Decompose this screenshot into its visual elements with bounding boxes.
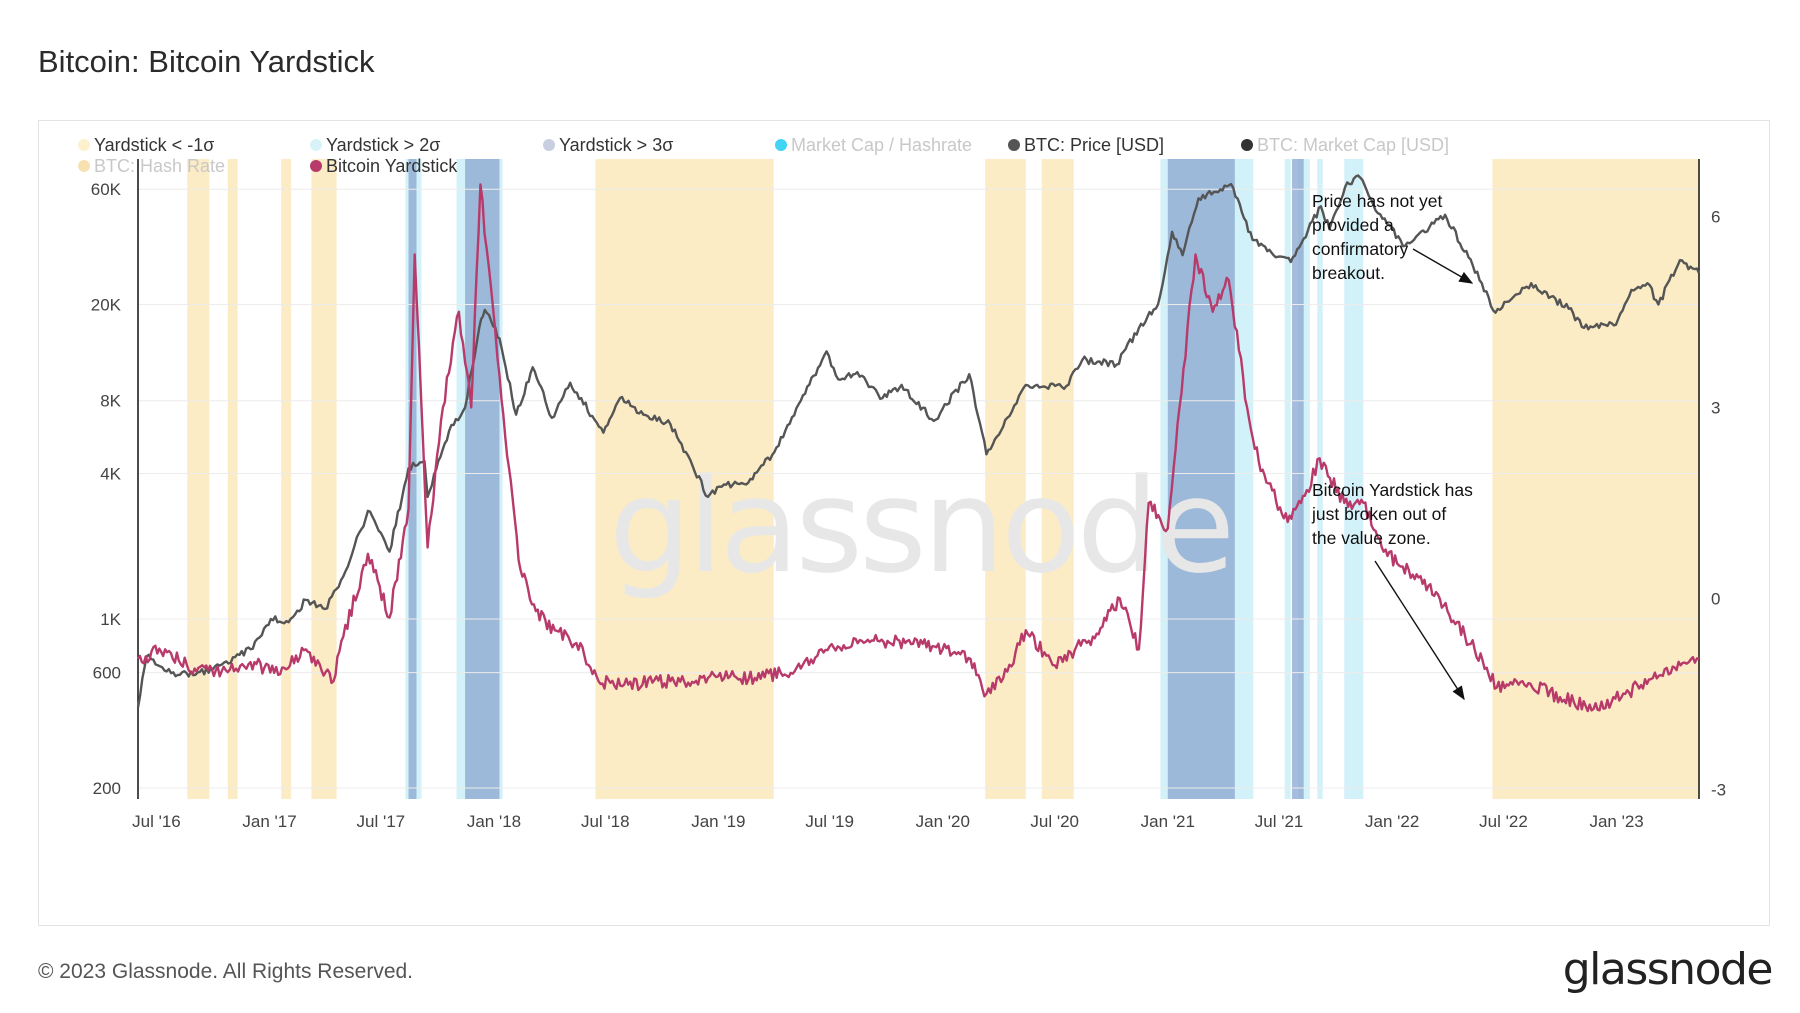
annotations: Price has not yet provided a confirmatory b… — [1311, 191, 1474, 701]
value-zones — [187, 159, 1699, 799]
x-tick-label: Jan '21 — [1141, 812, 1195, 831]
legend-item-label: Yardstick < -1σ — [94, 135, 214, 155]
page-title: Bitcoin: Bitcoin Yardstick — [38, 44, 375, 79]
watermark: glassnode — [609, 450, 1231, 602]
x-tick-label: Jul '16 — [132, 812, 181, 831]
footer-copyright: © 2023 Glassnode. All Rights Reserved. — [38, 960, 414, 983]
y-left-tick-label: 4K — [100, 464, 121, 483]
x-tick-label: Jul '21 — [1255, 812, 1304, 831]
legend-swatch — [1241, 139, 1253, 151]
legend-swatch — [775, 139, 787, 151]
footer-logo[interactable]: glassnode — [1562, 944, 1774, 995]
y-left-tick-label: 1K — [100, 610, 121, 629]
x-tick-label: Jan '19 — [691, 812, 745, 831]
series-btc-price — [136, 174, 1701, 708]
y-tick-labels: 200 600 1K 4K 8K 20K 60K -3 0 3 6 — [91, 180, 1726, 799]
x-tick-label: Jan '23 — [1589, 812, 1643, 831]
zone-low — [311, 159, 337, 799]
legend-item-label: Yardstick > 3σ — [559, 135, 673, 155]
series-bitcoin-yardstick — [136, 183, 1700, 713]
x-tick-label: Jan '20 — [916, 812, 970, 831]
annotation-text: provided a — [1312, 215, 1394, 235]
legend-swatch — [78, 139, 90, 151]
annotation-text: breakout. — [1312, 263, 1385, 283]
zone-high-3sigma — [408, 159, 417, 799]
zone-high-2sigma — [1317, 159, 1323, 799]
zone-high-2sigma — [1298, 159, 1310, 799]
zone-high-2sigma — [1344, 159, 1364, 799]
x-tick-label: Jul '22 — [1479, 812, 1528, 831]
annotation-text: just broken out of — [1311, 504, 1446, 524]
chart-svg: glassnode 200 600 1K 4K 8K 20K 60K -3 0 3 6 Jul '1… — [78, 135, 1726, 831]
axes — [137, 159, 1700, 799]
zone-low — [281, 159, 292, 799]
zone-high-2sigma — [1284, 159, 1291, 799]
x-tick-labels: Jul '16 Jan '17 Jul '17 Jan '18 Jul '18 Jan '… — [132, 812, 1644, 831]
y-left-tick-label: 20K — [91, 296, 122, 315]
zone-low — [1492, 159, 1699, 799]
y-left-tick-label: 60K — [91, 180, 122, 199]
annotation-text: Price has not yet — [1312, 191, 1442, 211]
annotation-arrow — [1412, 248, 1474, 284]
zone-low — [187, 159, 210, 799]
legend-item-label: Market Cap / Hashrate — [791, 135, 972, 155]
legend-item-label: Bitcoin Yardstick — [326, 156, 458, 176]
y-right-tick-label: -3 — [1711, 780, 1726, 799]
legend-item-label: BTC: Price [USD] — [1024, 135, 1164, 155]
x-tick-label: Jan '17 — [242, 812, 296, 831]
gridlines — [138, 188, 1699, 789]
legend-item-label: BTC: Hash Rate — [94, 156, 225, 176]
y-right-tick-label: 3 — [1711, 398, 1720, 417]
y-left-tick-label: 200 — [93, 779, 121, 798]
zone-low — [1041, 159, 1074, 799]
x-tick-label: Jul '17 — [357, 812, 406, 831]
x-tick-label: Jul '18 — [581, 812, 630, 831]
x-tick-label: Jan '22 — [1365, 812, 1419, 831]
zone-high-3sigma — [1291, 159, 1304, 799]
zone-high-3sigma — [1167, 159, 1235, 799]
zone-high-3sigma — [465, 159, 500, 799]
y-right-tick-label: 6 — [1711, 207, 1720, 226]
legend-swatch — [78, 160, 90, 172]
legend-swatch — [310, 139, 322, 151]
x-tick-label: Jul '19 — [805, 812, 854, 831]
annotation-arrow — [1374, 560, 1465, 701]
legend-item-label: BTC: Market Cap [USD] — [1257, 135, 1449, 155]
chart-frame: glassnode 200 600 1K 4K 8K 20K 60K -3 0 3 6 Jul '1… — [38, 120, 1770, 926]
zone-low — [985, 159, 1026, 799]
y-left-tick-label: 600 — [93, 664, 121, 683]
annotation-text: the value zone. — [1312, 528, 1431, 548]
x-tick-label: Jan '18 — [467, 812, 521, 831]
annotation-text: confirmatory — [1312, 239, 1409, 259]
legend-swatch — [1008, 139, 1020, 151]
zone-low — [227, 159, 238, 799]
legend-swatch — [310, 160, 322, 172]
annotation-text: Bitcoin Yardstick has — [1312, 480, 1473, 500]
x-tick-label: Jul '20 — [1030, 812, 1079, 831]
zone-low — [595, 159, 774, 799]
y-left-tick-label: 8K — [100, 392, 121, 411]
legend: Yardstick < -1σ Yardstick > 2σ Yardstick >… — [78, 135, 1449, 176]
y-right-tick-label: 0 — [1711, 589, 1720, 608]
legend-item-label: Yardstick > 2σ — [326, 135, 440, 155]
legend-swatch — [543, 139, 555, 151]
